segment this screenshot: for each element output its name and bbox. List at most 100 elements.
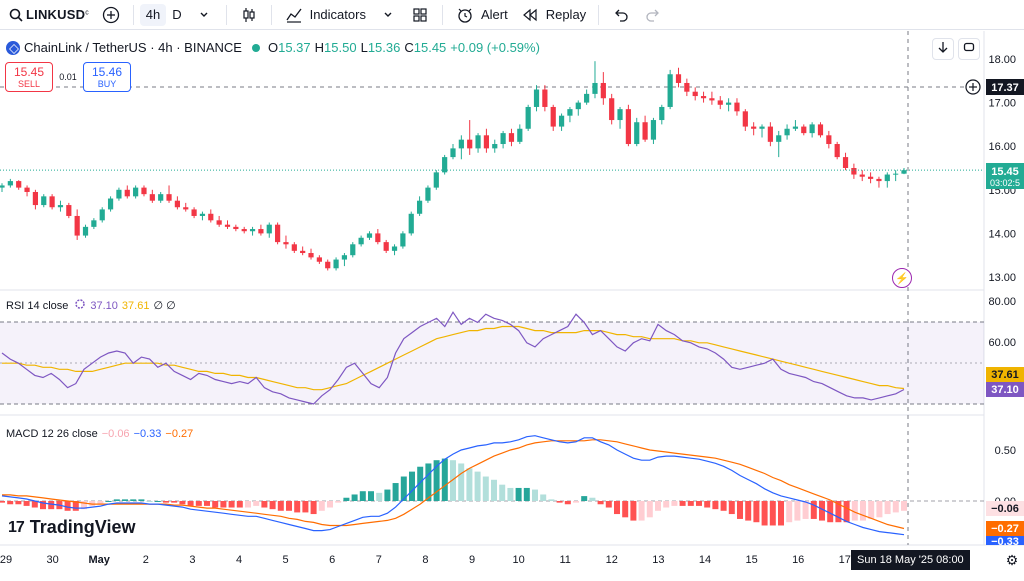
rsi-value: 37.10 <box>90 299 118 312</box>
macd-hist-tag: −0.06 <box>986 501 1024 516</box>
interval-dropdown[interactable] <box>188 0 220 30</box>
macd-histogram-bar <box>286 501 292 511</box>
macd-histogram-bar <box>589 497 596 501</box>
macd-histogram-bar <box>89 501 96 506</box>
trade-panel: 15.45 SELL 0.01 15.46 BUY <box>5 62 131 92</box>
macd-histogram-bar <box>630 501 637 521</box>
lightning-icon[interactable]: ⚡ <box>892 268 912 288</box>
scroll-down-button[interactable] <box>932 38 954 60</box>
chainlink-logo-icon <box>6 40 20 55</box>
candle <box>350 242 356 258</box>
compare-symbol-button[interactable] <box>95 0 127 30</box>
macd-histogram-bar <box>72 501 79 511</box>
macd-name[interactable]: MACD <box>6 428 39 440</box>
macd-histogram-bar <box>655 501 661 511</box>
macd-histogram-bar <box>728 501 735 515</box>
last-price-tag: 15.45 03:02:5 <box>986 163 1024 189</box>
macd-value-tag-text: −0.33 <box>991 536 1019 548</box>
candle <box>400 231 406 249</box>
macd-histogram-bar <box>450 460 456 501</box>
macd-histogram-bar <box>622 501 629 518</box>
macd-histogram-bar <box>687 501 694 506</box>
candle <box>458 135 464 160</box>
divider <box>441 4 443 25</box>
candle <box>57 200 64 212</box>
candle <box>216 215 222 227</box>
macd-histogram-bar <box>302 501 309 513</box>
undo-button[interactable] <box>605 0 637 30</box>
macd-histogram-bar <box>179 501 186 505</box>
legend-title[interactable]: ChainLink / TetherUS · 4h · BINANCE <box>24 40 242 55</box>
crosshair-price-tag: 17.37 <box>986 79 1024 95</box>
macd-histogram-bar <box>23 501 30 506</box>
macd-histogram-bar <box>409 471 415 501</box>
candle <box>375 229 381 245</box>
candle <box>450 144 456 160</box>
macd-histogram-bar <box>48 501 55 510</box>
spread-value: 0.01 <box>59 72 77 82</box>
candle <box>893 170 899 182</box>
interval-4h-button[interactable]: 4h <box>139 3 167 26</box>
macd-histogram-bar <box>277 501 284 511</box>
buy-price: 15.46 <box>91 65 123 79</box>
time-axis[interactable]: 29 30 May 2 3 4 5 6 7 8 9 10 11 12 13 14 15 16 17 <box>0 554 851 566</box>
candle <box>133 185 139 199</box>
buy-button[interactable]: 15.46 BUY <box>83 62 131 92</box>
replay-button[interactable]: Replay <box>514 0 592 30</box>
rsi-tick: 60.00 <box>988 337 1016 349</box>
candle <box>91 218 97 230</box>
sell-button[interactable]: 15.45 SELL <box>5 62 53 92</box>
candle <box>32 189 39 210</box>
candle <box>533 85 540 112</box>
macd-histogram-bar <box>64 501 71 511</box>
candle <box>734 98 740 116</box>
candle <box>584 89 590 105</box>
candle <box>667 69 673 110</box>
alert-button[interactable]: Alert <box>449 0 514 30</box>
templates-button[interactable] <box>404 0 436 30</box>
macd-histogram-bar <box>294 501 301 513</box>
symbol-search[interactable]: LINKUSD ᶜ <box>0 0 95 30</box>
candle <box>592 61 598 99</box>
divider <box>270 4 272 25</box>
macd-histogram-bar <box>696 501 702 506</box>
macd-histogram-bar <box>671 501 678 506</box>
symbol-suffix: ᶜ <box>85 9 89 20</box>
tradingview-logo[interactable]: 17 TradingView <box>8 517 136 538</box>
macd-signal-tag: −0.27 <box>986 521 1024 536</box>
redo-button[interactable] <box>637 0 669 30</box>
chart-type-button[interactable] <box>233 0 265 30</box>
tradingview-mark: 17 <box>8 518 25 536</box>
legend-close: C15.45 <box>404 40 447 55</box>
macd-histogram-bar <box>737 501 743 519</box>
rsi-name[interactable]: RSI <box>6 299 25 312</box>
candle <box>233 224 239 232</box>
tradingview-wordmark: TradingView <box>29 517 136 537</box>
macd-histogram-bar <box>130 499 137 501</box>
candle <box>575 100 581 116</box>
candle <box>901 168 907 175</box>
interval-d-button[interactable]: D <box>172 7 182 22</box>
macd-histogram-bar <box>753 501 760 523</box>
indicators-dropdown[interactable] <box>372 0 404 30</box>
rsi-ma-tag: 37.61 <box>986 367 1024 382</box>
candle <box>776 130 782 158</box>
candle <box>500 130 506 149</box>
candle <box>751 122 757 136</box>
macd-histogram-bar <box>97 501 104 505</box>
gear-icon[interactable]: ⚙ <box>1005 551 1019 568</box>
indicators-button[interactable]: Indicators <box>278 0 372 30</box>
market-status-dot[interactable] <box>251 43 260 52</box>
candle <box>124 185 130 199</box>
rsi-params: 14 close <box>27 299 69 312</box>
macd-histogram-bar <box>327 501 333 508</box>
maximize-button[interactable] <box>958 38 980 60</box>
rsi-settings-icon[interactable] <box>74 298 86 313</box>
macd-histogram-bar <box>778 501 784 526</box>
macd-histogram-bar <box>195 501 202 506</box>
crosshair-add-button[interactable] <box>965 79 981 95</box>
time-tick: May <box>88 554 110 566</box>
macd-histogram-bar <box>901 501 907 511</box>
